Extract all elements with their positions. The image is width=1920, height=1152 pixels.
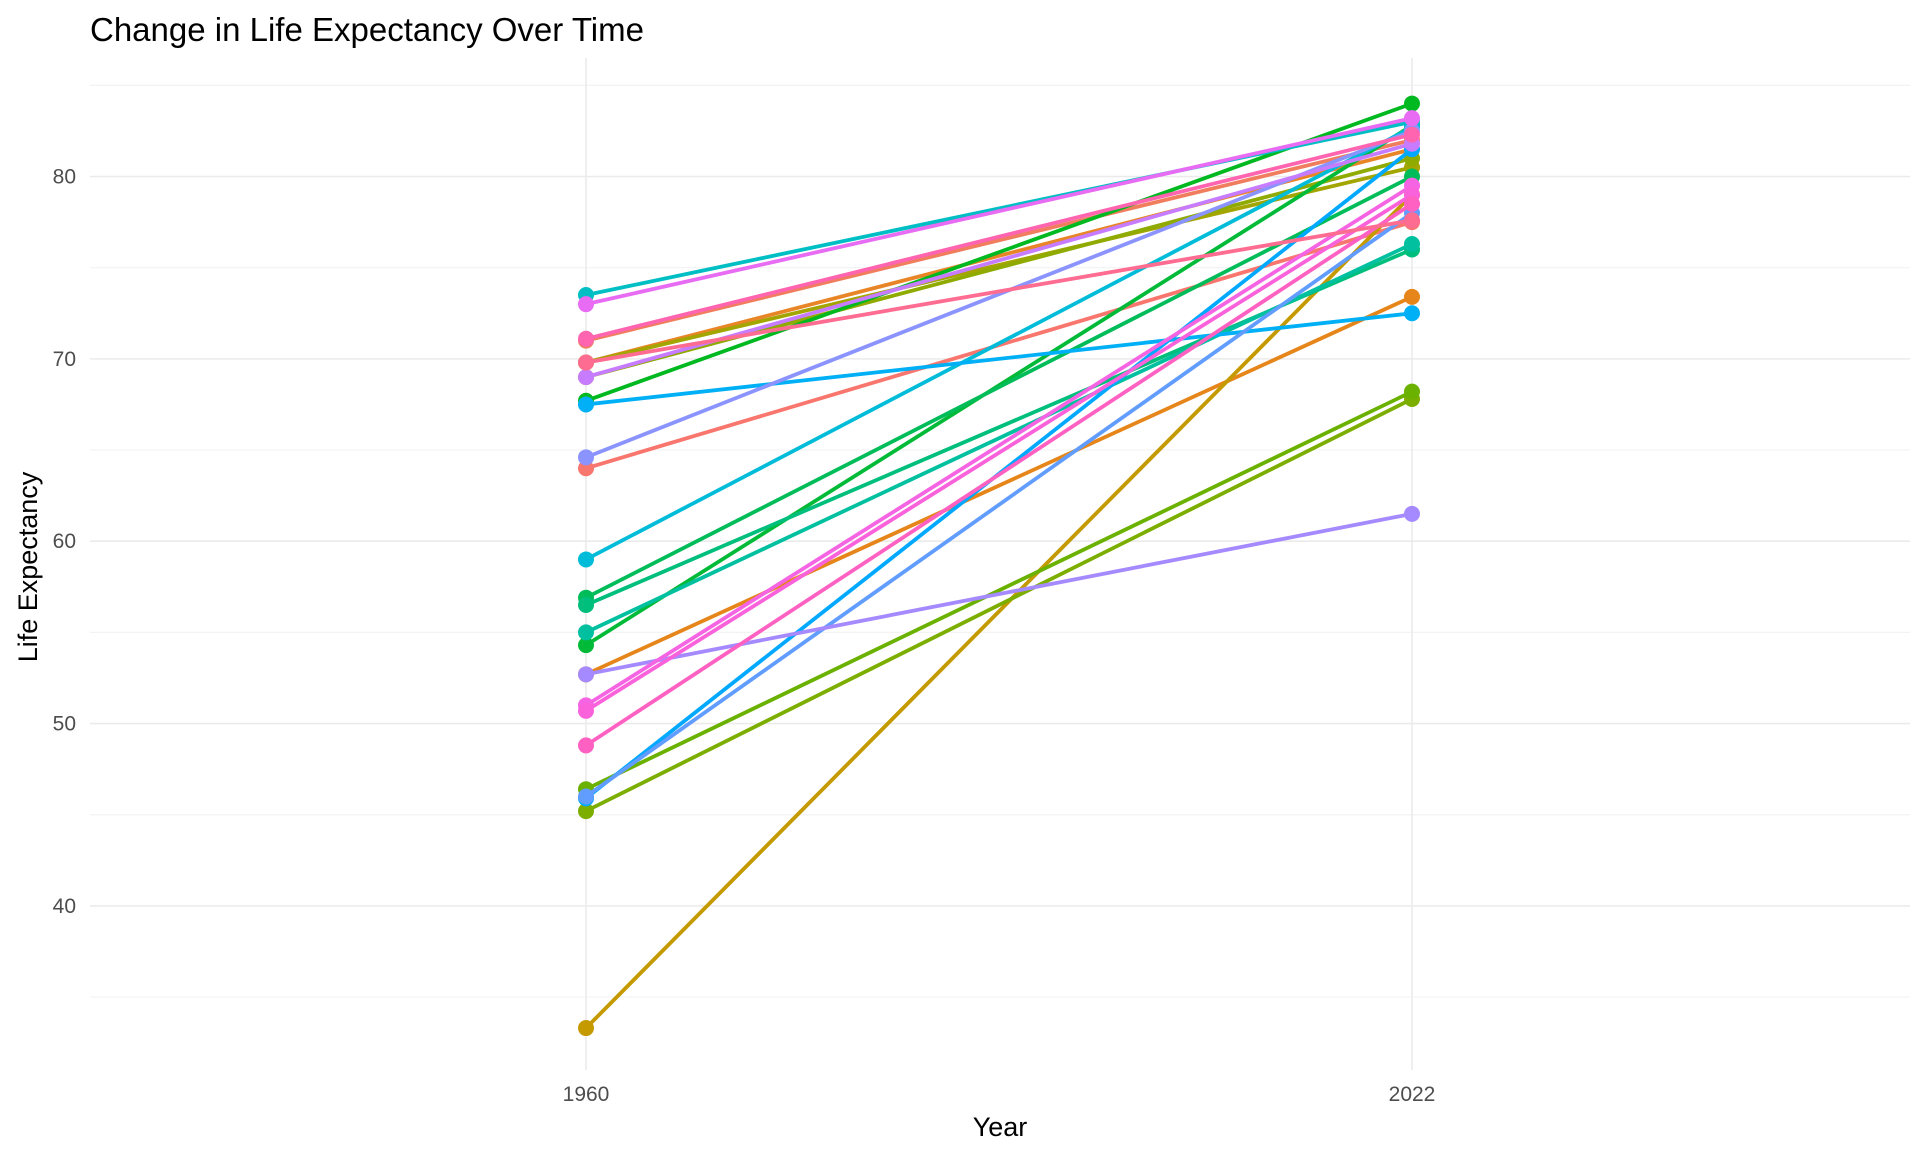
data-point [578,460,594,477]
series-group [578,95,1420,1037]
data-point [578,330,594,347]
series-line [584,116,1414,307]
data-point [1404,383,1420,400]
series-line [584,174,1414,600]
data-point [578,737,594,754]
data-point [578,396,594,413]
data-point [578,788,594,805]
data-point [578,597,594,614]
data-point [578,803,594,820]
data-point [578,551,594,568]
series-line [584,183,1414,708]
series-20 [578,122,1420,466]
series-line [584,192,1414,1030]
data-point [578,449,594,466]
y-tick-label: 40 [53,895,76,918]
series-10 [578,95,1420,409]
y-tick-label: 50 [53,713,76,736]
data-point [1404,126,1420,143]
data-point [578,637,594,654]
series-line [584,132,1414,341]
series-17 [578,305,1420,413]
data-point [1404,288,1420,305]
y-tick-label: 60 [53,530,76,553]
series-12 [578,168,1420,606]
tick-labels: 40 50 60 70 80 1960 2022 [53,166,1436,1106]
series-line [584,129,1414,460]
series-line [584,211,1414,799]
series-27 [578,126,1420,347]
series-15 [578,113,1420,304]
series-8 [578,390,1420,820]
y-tick-label: 80 [53,166,76,189]
x-axis-title: Year [973,1112,1028,1142]
y-tick-label: 70 [53,348,76,371]
data-point [578,354,594,371]
x-tick-label: 2022 [1389,1083,1436,1106]
data-point [578,666,594,683]
data-point [578,296,594,313]
data-point [1404,110,1420,127]
data-point [1404,235,1420,252]
series-5 [578,186,1420,1037]
data-point [578,369,594,386]
series-21 [578,505,1420,683]
series-23 [578,110,1420,313]
series-line [584,218,1414,365]
data-point [1404,95,1420,112]
chart-title: Change in Life Expectancy Over Time [90,11,644,48]
y-axis-title: Life Expectancy [13,471,43,662]
series-line [584,138,1414,343]
series-line [584,389,1414,792]
series-4 [578,288,1420,683]
series-line [584,101,1414,403]
series-28 [578,212,1420,371]
data-point [1404,195,1420,212]
series-9 [578,383,1420,798]
data-point [1404,305,1420,322]
x-tick-label: 1960 [563,1083,610,1106]
data-point [1404,212,1420,229]
series-line [584,397,1414,813]
series-26 [578,195,1420,754]
series-line [584,192,1414,713]
data-point [1404,505,1420,522]
series-line [584,125,1414,562]
data-point [578,624,594,641]
data-point [578,1020,594,1037]
series-line [584,511,1414,677]
data-point [578,702,594,719]
series-line [584,311,1414,407]
series-line [584,294,1414,677]
series-line [584,201,1414,748]
